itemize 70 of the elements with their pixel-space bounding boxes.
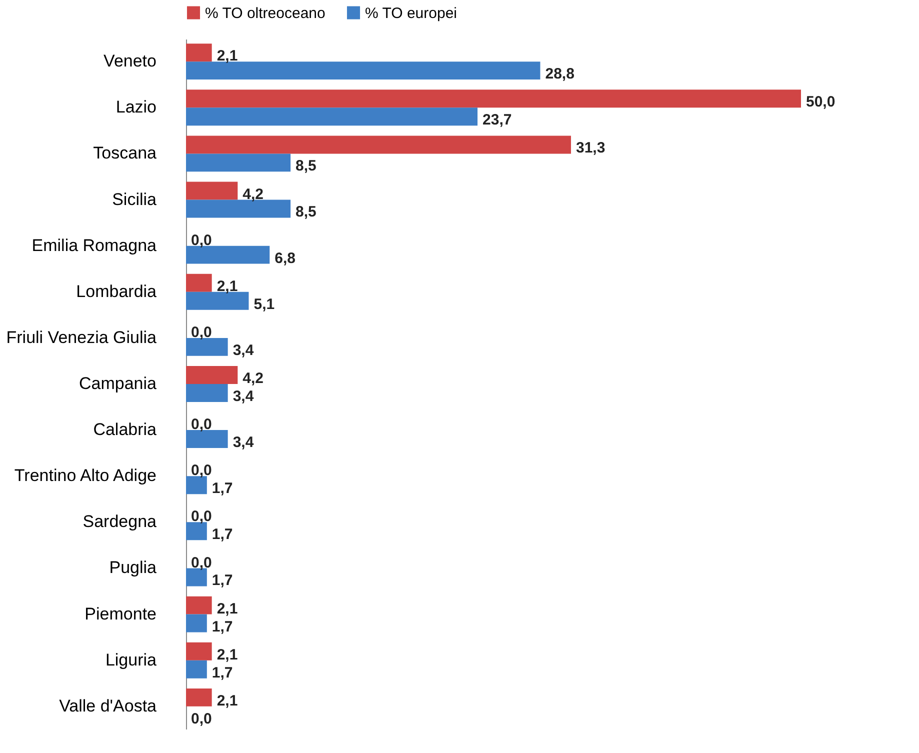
y-tick-label: Sardegna bbox=[82, 512, 158, 532]
data-label: 3,4 bbox=[232, 342, 254, 359]
data-label: 8,5 bbox=[296, 204, 316, 221]
y-tick-label: Piemonte bbox=[84, 604, 156, 624]
bar bbox=[186, 108, 478, 126]
bar bbox=[186, 660, 207, 678]
y-tick-label: Lombardia bbox=[76, 282, 158, 301]
bar bbox=[186, 522, 207, 540]
bar bbox=[186, 90, 801, 108]
data-label: 0,0 bbox=[191, 324, 212, 341]
bar bbox=[186, 688, 212, 706]
data-label: 0,0 bbox=[191, 462, 212, 480]
bar bbox=[186, 154, 291, 172]
data-label: 1,7 bbox=[212, 618, 233, 636]
data-label: 2,1 bbox=[216, 600, 238, 618]
bar bbox=[186, 200, 291, 218]
bar bbox=[186, 182, 238, 200]
bar bbox=[186, 366, 238, 384]
data-label: 0,0 bbox=[191, 416, 212, 434]
bar bbox=[186, 614, 207, 632]
bar bbox=[186, 62, 540, 80]
legend-label: % TO oltreoceano bbox=[205, 4, 326, 22]
bar bbox=[186, 476, 207, 494]
y-tick-label: Friuli Venezia Giulia bbox=[6, 328, 158, 347]
bar bbox=[186, 568, 207, 586]
data-label: 50,0 bbox=[806, 94, 836, 111]
bar bbox=[186, 246, 270, 264]
data-label: 0,0 bbox=[191, 508, 212, 526]
y-tick-label: Valle d'Aosta bbox=[59, 696, 158, 716]
data-label: 1,7 bbox=[212, 664, 233, 682]
y-tick-label: Emilia Romagna bbox=[32, 236, 158, 255]
data-label: 0,0 bbox=[191, 232, 212, 249]
bar bbox=[186, 136, 571, 154]
data-label: 2,1 bbox=[216, 692, 238, 710]
bar bbox=[186, 384, 228, 402]
y-tick-label: Campania bbox=[79, 374, 158, 393]
data-label: 3,4 bbox=[232, 388, 254, 405]
data-label: 4,2 bbox=[242, 370, 264, 388]
data-label: 1,7 bbox=[212, 572, 233, 590]
data-label: 31,3 bbox=[576, 140, 606, 157]
y-tick-label: Sicilia bbox=[112, 190, 158, 209]
y-tick-label: Trentino Alto Adige bbox=[14, 466, 156, 486]
data-label: 2,1 bbox=[216, 48, 238, 65]
data-label: 4,2 bbox=[242, 186, 264, 203]
y-tick-label: Veneto bbox=[104, 52, 156, 71]
y-tick-label: Calabria bbox=[93, 420, 158, 440]
data-label: 0,0 bbox=[191, 554, 212, 572]
bar bbox=[186, 292, 249, 310]
bar bbox=[186, 430, 228, 448]
y-tick-label: Toscana bbox=[93, 144, 158, 163]
bar bbox=[186, 44, 212, 62]
data-label: 1,7 bbox=[212, 480, 233, 498]
data-label: 23,7 bbox=[482, 112, 512, 129]
data-label: 2,1 bbox=[216, 646, 238, 664]
bar bbox=[186, 596, 212, 614]
data-label: 0,0 bbox=[191, 710, 212, 728]
y-tick-label: Puglia bbox=[109, 558, 158, 578]
data-label: 3,4 bbox=[232, 434, 254, 452]
data-label: 28,8 bbox=[545, 66, 574, 83]
y-tick-label: Liguria bbox=[105, 650, 158, 670]
data-label: 1,7 bbox=[212, 526, 233, 544]
data-label: 8,5 bbox=[296, 158, 316, 175]
bar bbox=[186, 274, 212, 292]
bar bbox=[186, 338, 228, 356]
bar bbox=[186, 642, 212, 660]
data-label: 6,8 bbox=[274, 250, 296, 267]
data-label: 2,1 bbox=[216, 278, 238, 295]
data-label: 5,1 bbox=[254, 296, 275, 313]
legend-label: % TO europei bbox=[365, 4, 457, 22]
y-tick-label: Lazio bbox=[116, 98, 156, 117]
